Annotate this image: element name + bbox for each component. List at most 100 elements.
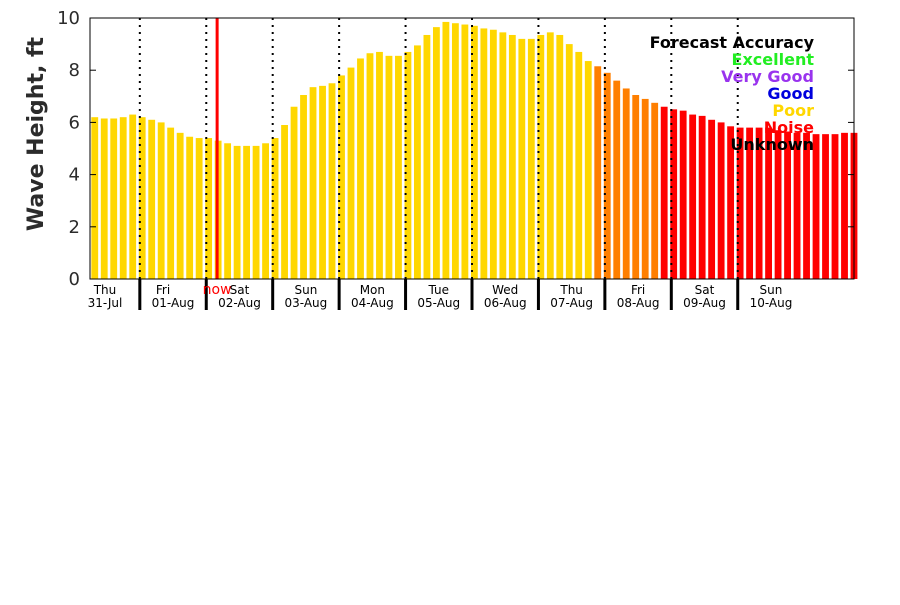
bar-21 xyxy=(290,106,298,280)
bar-14 xyxy=(224,143,232,279)
bar-2 xyxy=(110,118,118,280)
day-date-8: 08-Aug xyxy=(617,296,660,310)
bar-36 xyxy=(432,27,440,279)
bar-52 xyxy=(584,61,592,280)
bar-18 xyxy=(262,143,269,279)
bar-37 xyxy=(442,21,450,279)
bar-69 xyxy=(746,127,754,280)
bar-10 xyxy=(186,136,194,279)
bar-24 xyxy=(319,85,326,279)
bar-4 xyxy=(129,114,137,279)
day-name-8: Fri xyxy=(631,283,645,297)
bar-63 xyxy=(689,114,697,279)
legend-item-4: Noise xyxy=(764,118,814,137)
bar-77 xyxy=(822,134,829,279)
now-label: now xyxy=(203,282,232,298)
bar-58 xyxy=(641,98,649,279)
bar-75 xyxy=(803,132,810,279)
bar-43 xyxy=(499,32,507,279)
bar-78 xyxy=(831,134,839,279)
bar-16 xyxy=(243,145,251,279)
bar-71 xyxy=(765,127,772,280)
bar-39 xyxy=(461,24,469,280)
bar-40 xyxy=(470,25,478,279)
bar-61 xyxy=(670,109,678,279)
day-name-3: Sun xyxy=(294,283,317,297)
bar-55 xyxy=(613,80,621,279)
day-date-0: 31-Jul xyxy=(88,296,123,310)
day-name-6: Wed xyxy=(492,283,518,297)
bar-73 xyxy=(784,131,791,279)
bar-66 xyxy=(717,122,725,280)
day-date-1: 01-Aug xyxy=(152,296,195,310)
bar-5 xyxy=(138,117,146,280)
plot-frame xyxy=(89,17,855,280)
bar-3 xyxy=(119,117,127,280)
bar-27 xyxy=(347,67,355,279)
day-date-3: 03-Aug xyxy=(285,296,328,310)
bar-48 xyxy=(546,32,554,279)
bar-49 xyxy=(556,34,564,279)
bar-23 xyxy=(309,87,317,279)
bar-56 xyxy=(622,88,630,279)
y-tick-label-0: 0 xyxy=(69,269,80,290)
day-date-5: 05-Aug xyxy=(417,296,460,310)
bar-50 xyxy=(565,44,573,279)
bar-62 xyxy=(679,110,687,279)
bar-series xyxy=(91,21,858,280)
bar-44 xyxy=(508,34,516,279)
bar-26 xyxy=(338,75,345,279)
day-name-1: Fri xyxy=(156,283,170,297)
bar-70 xyxy=(755,127,763,280)
bar-57 xyxy=(632,95,640,279)
legend-item-3: Poor xyxy=(772,101,814,120)
bar-6 xyxy=(148,119,156,279)
day-name-4: Mon xyxy=(360,283,385,297)
y-axis-ticks: 0 2 4 6 8 10 xyxy=(57,8,854,290)
bar-67 xyxy=(727,126,735,279)
day-name-10: Sun xyxy=(760,283,783,297)
day-date-7: 07-Aug xyxy=(550,296,593,310)
bar-9 xyxy=(176,132,184,279)
bar-74 xyxy=(793,132,801,279)
bar-22 xyxy=(300,95,307,279)
bar-25 xyxy=(328,83,336,279)
day-date-9: 09-Aug xyxy=(683,296,726,310)
day-name-0: Thu xyxy=(93,283,117,297)
bar-76 xyxy=(812,134,820,279)
y-tick-label-5: 10 xyxy=(57,8,80,29)
bar-38 xyxy=(451,23,459,279)
bar-46 xyxy=(527,38,535,279)
bar-1 xyxy=(100,118,108,280)
bar-20 xyxy=(281,125,288,279)
day-name-5: Tue xyxy=(428,283,450,297)
now-marker: now xyxy=(203,18,232,298)
day-date-2: 02-Aug xyxy=(218,296,261,310)
bar-15 xyxy=(233,145,241,279)
bar-34 xyxy=(414,45,421,279)
bar-0 xyxy=(91,117,99,280)
bar-29 xyxy=(366,53,374,279)
day-name-2: Sat xyxy=(230,283,250,297)
bar-59 xyxy=(651,102,659,279)
bar-28 xyxy=(357,58,364,280)
bar-68 xyxy=(736,127,744,280)
bar-45 xyxy=(518,38,526,279)
bar-47 xyxy=(537,34,545,279)
day-name-9: Sat xyxy=(695,283,715,297)
day-name-7: Thu xyxy=(559,283,583,297)
x-axis-day-labels: Thu31-JulFri01-AugSat02-AugSun03-AugMon0… xyxy=(88,283,793,310)
bar-32 xyxy=(395,55,402,280)
legend-item-2: Good xyxy=(767,84,814,103)
bar-53 xyxy=(594,66,602,279)
bar-54 xyxy=(603,72,611,279)
bar-19 xyxy=(271,138,279,279)
legend-title: Forecast Accuracy xyxy=(650,33,815,52)
bar-30 xyxy=(376,51,383,280)
day-date-6: 06-Aug xyxy=(484,296,527,310)
legend-item-0: Excellent xyxy=(732,50,815,69)
day-date-10: 10-Aug xyxy=(750,296,793,310)
